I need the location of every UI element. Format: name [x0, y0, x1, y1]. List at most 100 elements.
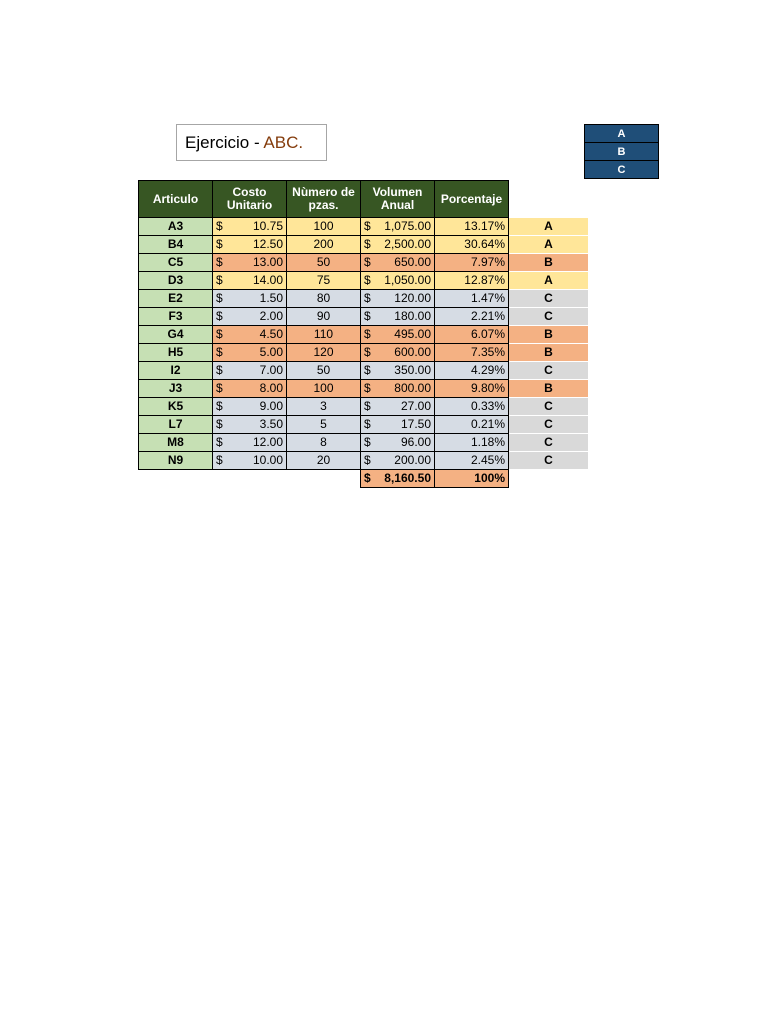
cell-articulo[interactable]: I2 [138, 361, 213, 380]
cell-volumen-anual[interactable]: $350.00 [360, 361, 435, 380]
cell-volumen-anual[interactable]: $650.00 [360, 253, 435, 272]
cell-numero-pzas[interactable]: 8 [286, 433, 361, 452]
cell-clasificacion[interactable]: C [508, 451, 588, 470]
cell-articulo[interactable]: D3 [138, 271, 213, 290]
cell-articulo[interactable]: B4 [138, 235, 213, 254]
cell-articulo[interactable]: A3 [138, 217, 213, 236]
cell-volumen-anual[interactable]: $495.00 [360, 325, 435, 344]
cell-articulo[interactable]: K5 [138, 397, 213, 416]
cell-volumen-anual[interactable]: $2,500.00 [360, 235, 435, 254]
cell-porcentaje[interactable]: 13.17% [434, 217, 509, 236]
header-articulo[interactable]: Articulo [138, 180, 213, 218]
cell-numero-pzas[interactable]: 75 [286, 271, 361, 290]
cell-articulo[interactable]: E2 [138, 289, 213, 308]
cell-clasificacion[interactable]: C [508, 289, 588, 308]
header-numero-pzas[interactable]: Nùmero de pzas. [286, 180, 361, 218]
cell-numero-pzas[interactable]: 3 [286, 397, 361, 416]
cell-clasificacion[interactable]: C [508, 433, 588, 452]
cell-volumen-anual[interactable]: $27.00 [360, 397, 435, 416]
cell-numero-pzas[interactable]: 120 [286, 343, 361, 362]
cell-numero-pzas[interactable]: 100 [286, 217, 361, 236]
cell-costo-unitario[interactable]: $5.00 [212, 343, 287, 362]
cell-volumen-anual[interactable]: $17.50 [360, 415, 435, 434]
cell-costo-unitario[interactable]: $3.50 [212, 415, 287, 434]
cell-articulo[interactable]: L7 [138, 415, 213, 434]
cell-porcentaje[interactable]: 6.07% [434, 325, 509, 344]
cell-porcentaje[interactable]: 1.47% [434, 289, 509, 308]
header-porcentaje[interactable]: Porcentaje [434, 180, 509, 218]
cell-articulo[interactable]: F3 [138, 307, 213, 326]
volume-value: 180.00 [394, 309, 431, 323]
cell-clasificacion[interactable]: A [508, 217, 588, 236]
cell-porcentaje[interactable]: 7.97% [434, 253, 509, 272]
cell-volumen-anual[interactable]: $1,050.00 [360, 271, 435, 290]
cell-volumen-anual[interactable]: $180.00 [360, 307, 435, 326]
cell-articulo[interactable]: J3 [138, 379, 213, 398]
volume-value: 350.00 [394, 363, 431, 377]
cell-numero-pzas[interactable]: 20 [286, 451, 361, 470]
cell-articulo[interactable]: M8 [138, 433, 213, 452]
cell-clasificacion[interactable]: B [508, 253, 588, 272]
cell-volumen-anual[interactable]: $120.00 [360, 289, 435, 308]
cell-numero-pzas[interactable]: 5 [286, 415, 361, 434]
cell-articulo[interactable]: C5 [138, 253, 213, 272]
cell-porcentaje[interactable]: 7.35% [434, 343, 509, 362]
legend-item-c[interactable]: C [584, 160, 659, 179]
total-percent[interactable]: 100% [434, 469, 509, 488]
cell-costo-unitario[interactable]: $14.00 [212, 271, 287, 290]
cell-numero-pzas[interactable]: 90 [286, 307, 361, 326]
cell-costo-unitario[interactable]: $7.00 [212, 361, 287, 380]
cell-costo-unitario[interactable]: $1.50 [212, 289, 287, 308]
cell-costo-unitario[interactable]: $13.00 [212, 253, 287, 272]
total-volume-cell[interactable]: $8,160.50 [360, 469, 435, 488]
cell-numero-pzas[interactable]: 80 [286, 289, 361, 308]
cell-porcentaje[interactable]: 2.45% [434, 451, 509, 470]
cell-volumen-anual[interactable]: $1,075.00 [360, 217, 435, 236]
cell-costo-unitario[interactable]: $8.00 [212, 379, 287, 398]
cell-clasificacion[interactable]: B [508, 379, 588, 398]
cell-clasificacion[interactable]: C [508, 307, 588, 326]
cell-costo-unitario[interactable]: $9.00 [212, 397, 287, 416]
cell-porcentaje[interactable]: 0.21% [434, 415, 509, 434]
cell-clasificacion[interactable]: C [508, 361, 588, 380]
legend-item-a[interactable]: A [584, 124, 659, 143]
currency-symbol: $ [216, 381, 223, 395]
cell-volumen-anual[interactable]: $200.00 [360, 451, 435, 470]
cell-porcentaje[interactable]: 1.18% [434, 433, 509, 452]
cell-clasificacion[interactable]: C [508, 415, 588, 434]
cell-porcentaje[interactable]: 2.21% [434, 307, 509, 326]
cell-articulo[interactable]: G4 [138, 325, 213, 344]
header-costo-unitario[interactable]: Costo Unitario [212, 180, 287, 218]
cell-costo-unitario[interactable]: $12.00 [212, 433, 287, 452]
cell-costo-unitario[interactable]: $10.75 [212, 217, 287, 236]
cell-articulo[interactable]: N9 [138, 451, 213, 470]
legend-item-b[interactable]: B [584, 142, 659, 161]
cell-costo-unitario[interactable]: $4.50 [212, 325, 287, 344]
cell-volumen-anual[interactable]: $800.00 [360, 379, 435, 398]
table-row: G4 $4.50 110 $495.00 6.07% B [138, 325, 588, 344]
cell-porcentaje[interactable]: 9.80% [434, 379, 509, 398]
cell-clasificacion[interactable]: A [508, 235, 588, 254]
cell-numero-pzas[interactable]: 200 [286, 235, 361, 254]
cell-porcentaje[interactable]: 0.33% [434, 397, 509, 416]
cell-numero-pzas[interactable]: 100 [286, 379, 361, 398]
cell-costo-unitario[interactable]: $10.00 [212, 451, 287, 470]
cell-numero-pzas[interactable]: 110 [286, 325, 361, 344]
cell-costo-unitario[interactable]: $12.50 [212, 235, 287, 254]
cost-value: 7.00 [259, 363, 283, 377]
cell-porcentaje[interactable]: 30.64% [434, 235, 509, 254]
cell-clasificacion[interactable]: B [508, 343, 588, 362]
currency-symbol: $ [364, 291, 371, 305]
cell-clasificacion[interactable]: B [508, 325, 588, 344]
cell-volumen-anual[interactable]: $600.00 [360, 343, 435, 362]
cell-clasificacion[interactable]: A [508, 271, 588, 290]
cell-costo-unitario[interactable]: $2.00 [212, 307, 287, 326]
header-volumen-anual[interactable]: Volumen Anual [360, 180, 435, 218]
cell-numero-pzas[interactable]: 50 [286, 253, 361, 272]
cell-volumen-anual[interactable]: $96.00 [360, 433, 435, 452]
cell-clasificacion[interactable]: C [508, 397, 588, 416]
cell-articulo[interactable]: H5 [138, 343, 213, 362]
cell-porcentaje[interactable]: 4.29% [434, 361, 509, 380]
cell-porcentaje[interactable]: 12.87% [434, 271, 509, 290]
cell-numero-pzas[interactable]: 50 [286, 361, 361, 380]
